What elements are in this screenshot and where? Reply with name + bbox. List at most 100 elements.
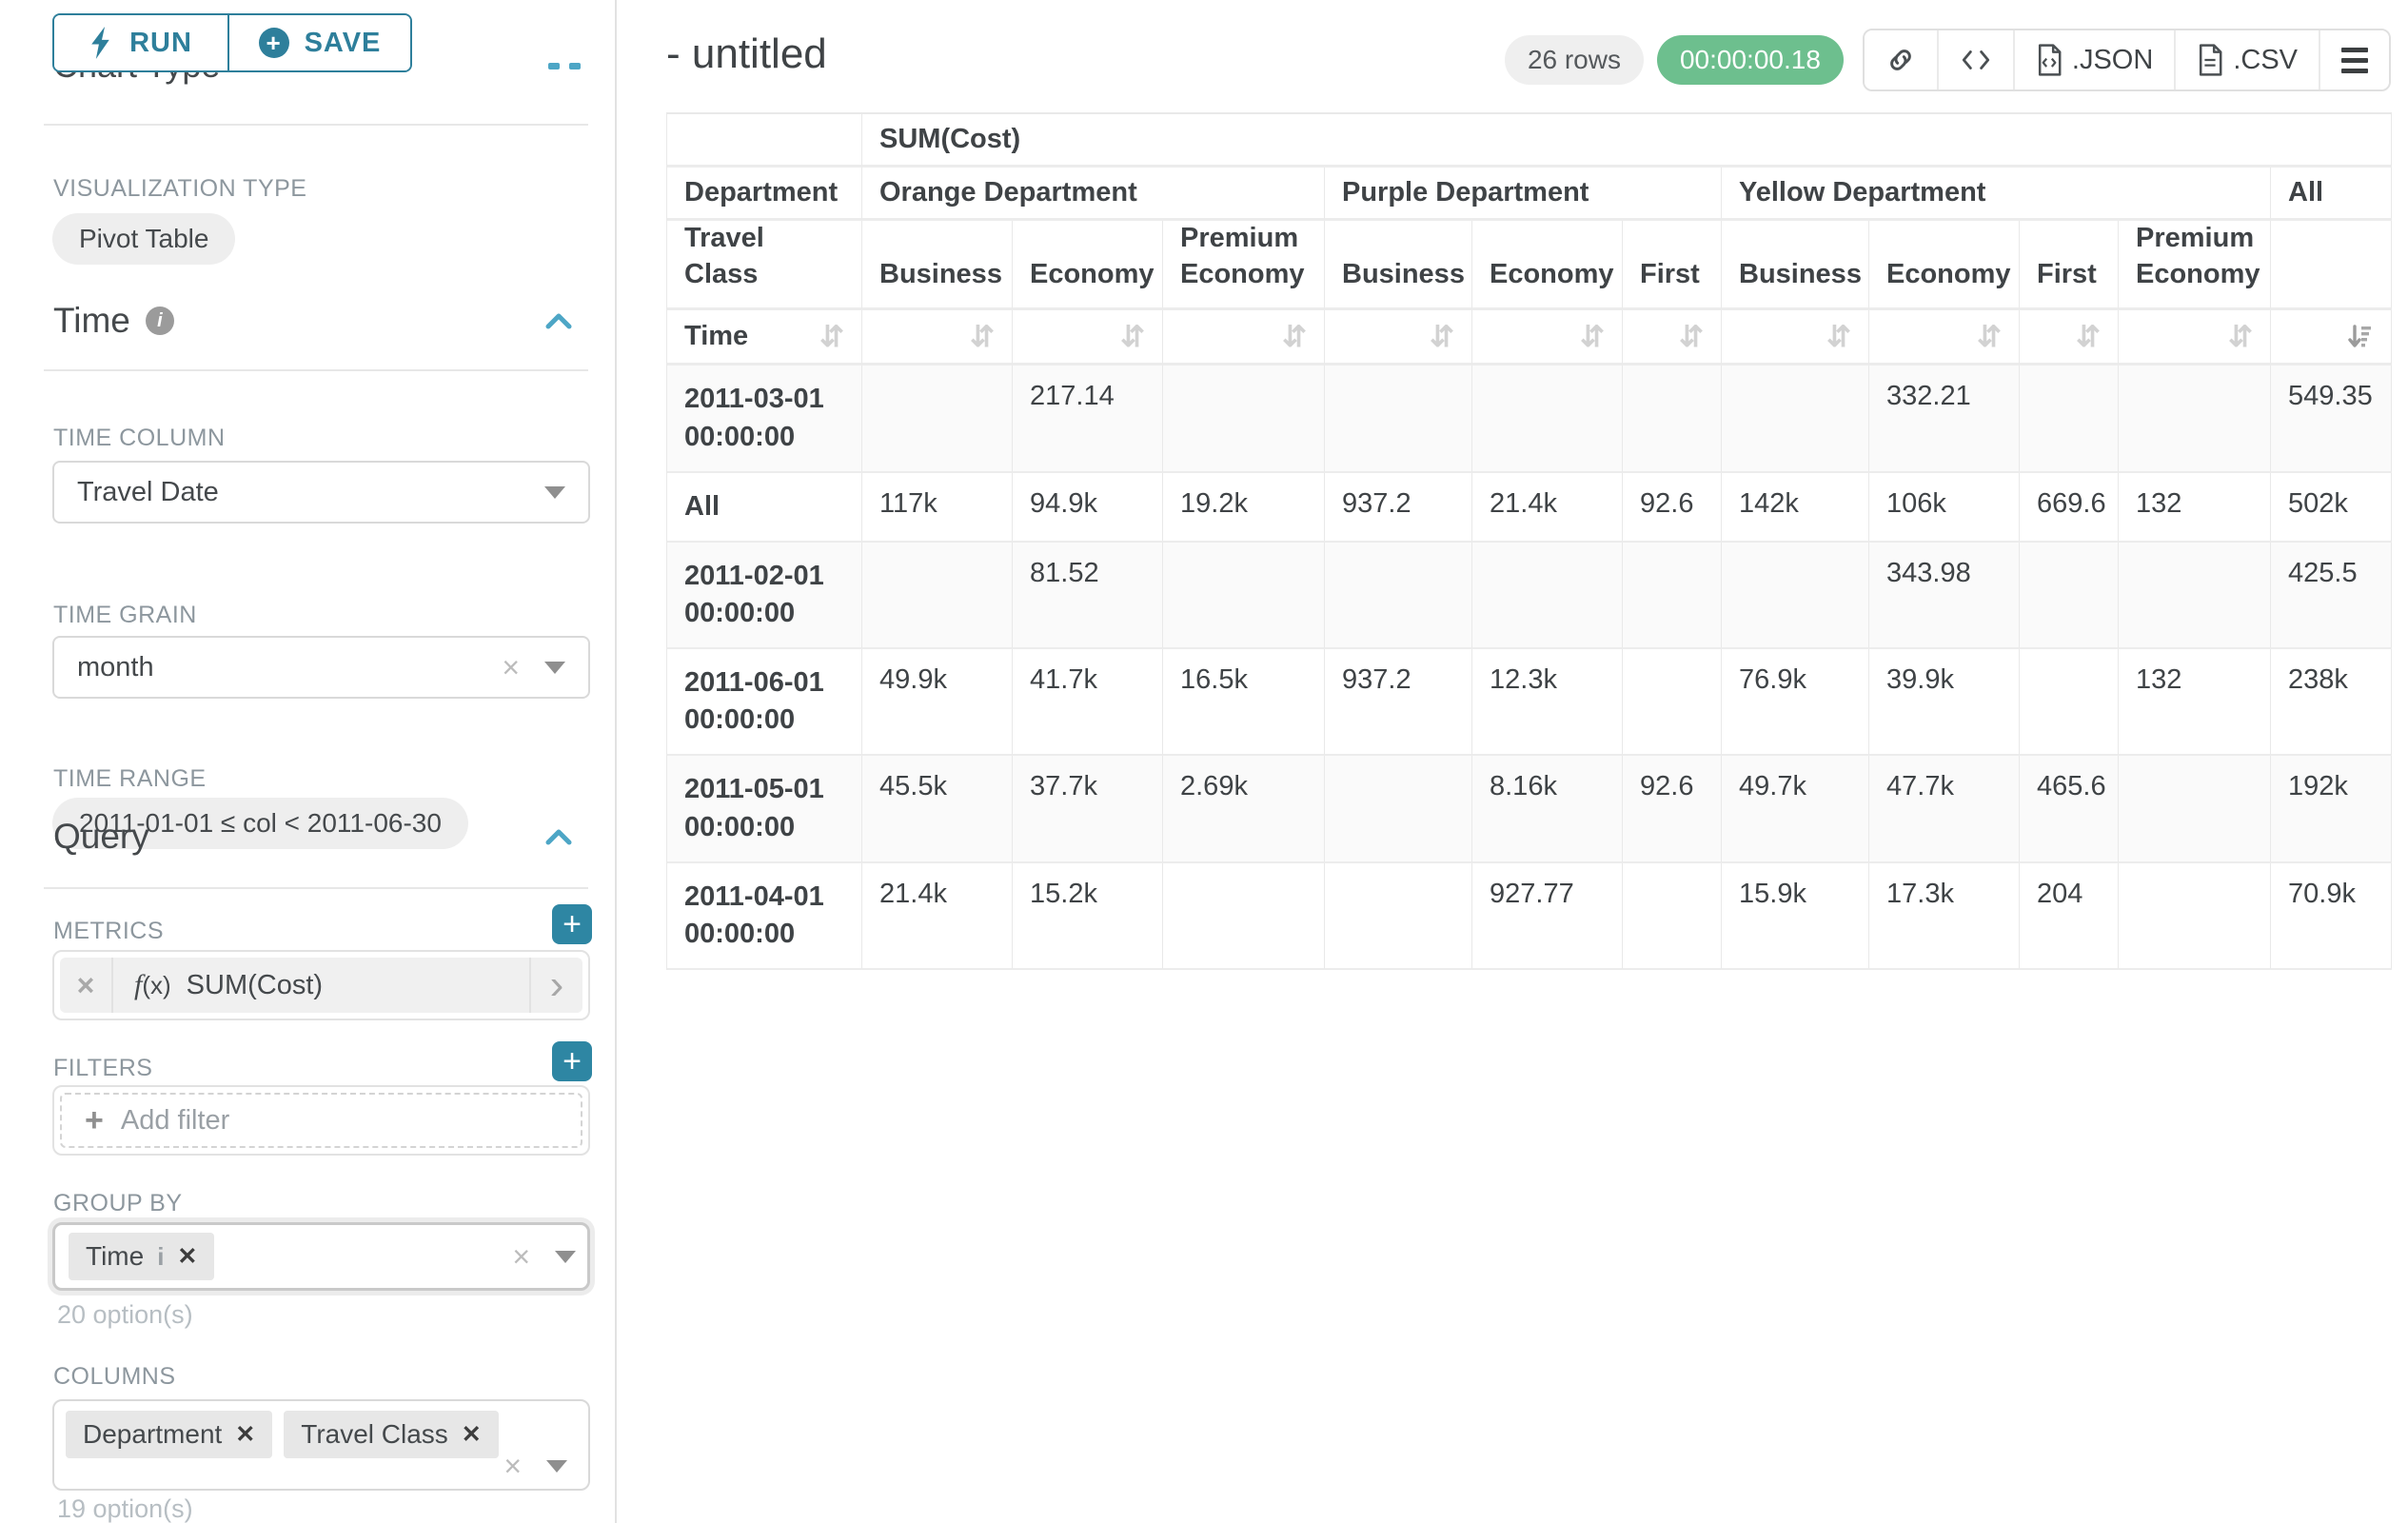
run-button-label: RUN: [129, 27, 192, 58]
pivot-cell: 669.6: [2020, 472, 2119, 543]
pivot-cell: [1163, 366, 1325, 473]
pivot-cell: 132: [2119, 472, 2271, 543]
chevron-up-icon[interactable]: [544, 311, 573, 330]
pivot-class-header: First: [1623, 221, 1722, 311]
time-section-header[interactable]: Time i: [53, 301, 573, 341]
pivot-class-header: Economy: [1013, 221, 1163, 311]
remove-chip-icon[interactable]: ✕: [235, 1421, 256, 1448]
group-by-select[interactable]: Time i ✕ ×: [52, 1222, 590, 1291]
export-csv-button[interactable]: .CSV: [2174, 30, 2319, 89]
pivot-dim-label-department: Department: [667, 168, 862, 221]
clear-icon[interactable]: ×: [502, 650, 520, 684]
chart-title[interactable]: - untitled: [666, 30, 827, 77]
columns-chip[interactable]: Department ✕: [66, 1411, 273, 1458]
time-column-value: Travel Date: [77, 476, 219, 507]
sort-icon: ⇵: [1120, 320, 1145, 354]
chip-label: Travel Class: [301, 1419, 448, 1449]
pivot-cell: [2119, 756, 2271, 863]
embed-code-button[interactable]: [1936, 30, 2013, 89]
pivot-sort-header[interactable]: ⇵: [1623, 310, 1722, 366]
remove-chip-icon[interactable]: ✕: [461, 1421, 482, 1448]
remove-chip-icon[interactable]: ✕: [177, 1243, 198, 1270]
time-grain-select[interactable]: month ×: [52, 636, 590, 699]
file-icon: [2200, 44, 2222, 76]
pivot-row-axis-sort-header[interactable]: Time ⇵: [667, 310, 862, 366]
columns-chip[interactable]: Travel Class ✕: [284, 1411, 499, 1458]
export-json-button[interactable]: .JSON: [2012, 30, 2175, 89]
chip-label: Department: [83, 1419, 223, 1449]
pivot-cell: [1472, 366, 1623, 473]
pivot-data-row: 2011-03-01 00:00:00 217.14 332.21 549.35: [667, 366, 2393, 473]
save-button[interactable]: + SAVE: [229, 15, 410, 70]
chevron-up-icon[interactable]: [544, 827, 573, 846]
pivot-group-header: Purple Department: [1325, 168, 1722, 221]
run-button[interactable]: RUN: [54, 15, 229, 70]
file-code-icon: [2038, 44, 2062, 76]
group-by-label: GROUP BY: [53, 1190, 183, 1216]
pivot-cell: [1163, 542, 1325, 650]
chevron-down-icon[interactable]: [544, 485, 565, 499]
pivot-cell: 49.9k: [862, 649, 1013, 757]
row-count-badge: 26 rows: [1504, 35, 1644, 85]
chevron-down-icon[interactable]: [546, 1459, 567, 1473]
chevron-down-icon[interactable]: [555, 1250, 576, 1263]
pivot-sort-header[interactable]: [2271, 310, 2393, 366]
pivot-sort-header[interactable]: ⇵: [1472, 310, 1623, 366]
pivot-corner-blank: [667, 114, 862, 168]
add-filter-button[interactable]: + Add filter: [60, 1093, 582, 1148]
pivot-class-header: Premium Economy: [2119, 221, 2271, 311]
pivot-cell: 92.6: [1623, 472, 1722, 543]
query-section-header[interactable]: Query: [53, 817, 573, 857]
chart-header: - untitled 26 rows 00:00:00.18 .JSON: [617, 0, 2408, 91]
chip-label: Time: [86, 1241, 145, 1271]
pivot-class-header: Business: [1722, 221, 1869, 311]
pivot-cell: 49.7k: [1722, 756, 1869, 863]
clear-icon[interactable]: ×: [503, 1449, 522, 1483]
pivot-row-label: 2011-04-01 00:00:00: [667, 862, 862, 970]
pivot-sort-header[interactable]: ⇵: [2119, 310, 2271, 366]
menu-button[interactable]: [2319, 30, 2389, 89]
pivot-sort-header[interactable]: ⇵: [1869, 310, 2020, 366]
visualization-type-value[interactable]: Pivot Table: [52, 213, 236, 265]
pivot-cell: 425.5: [2271, 542, 2393, 650]
pivot-sort-header[interactable]: ⇵: [2020, 310, 2119, 366]
pivot-cell: 21.4k: [1472, 472, 1623, 543]
metric-item[interactable]: × f(x) SUM(Cost) ›: [52, 950, 590, 1020]
time-section-title: Time: [53, 301, 130, 340]
pivot-sort-header[interactable]: ⇵: [1722, 310, 1869, 366]
pivot-class-header: Economy: [1869, 221, 2020, 311]
pivot-data-row: 2011-06-01 00:00:00 49.9k 41.7k 16.5k 937.2 1…: [667, 649, 2393, 757]
pivot-cell: 8.16k: [1472, 756, 1623, 863]
clear-icon[interactable]: ×: [512, 1239, 530, 1274]
columns-select[interactable]: Department ✕ Travel Class ✕ ×: [52, 1399, 590, 1491]
pivot-sort-header[interactable]: ⇵: [1163, 310, 1325, 366]
add-filter-label: Add filter: [120, 1104, 230, 1136]
group-by-chip[interactable]: Time i ✕: [69, 1233, 215, 1280]
copy-link-button[interactable]: [1864, 30, 1937, 89]
pivot-sort-header[interactable]: ⇵: [1325, 310, 1472, 366]
sort-icon: ⇵: [819, 320, 844, 354]
link-icon: [1890, 49, 1911, 70]
add-metric-button[interactable]: +: [552, 904, 592, 944]
query-timer-badge: 00:00:00.18: [1656, 35, 1844, 85]
chevron-right-icon[interactable]: ›: [529, 958, 582, 1013]
chevron-down-icon[interactable]: [544, 661, 565, 674]
section-divider: [44, 369, 588, 371]
pivot-class-header: Business: [862, 221, 1013, 311]
pivot-cell: 45.5k: [862, 756, 1013, 863]
time-range-value[interactable]: 2011-01-01 ≤ col < 2011-06-30: [52, 798, 468, 849]
info-icon: i: [157, 1241, 165, 1271]
sort-icon: ⇵: [1282, 320, 1307, 354]
remove-metric-icon[interactable]: ×: [60, 958, 113, 1013]
pivot-sort-header[interactable]: ⇵: [862, 310, 1013, 366]
pivot-cell: [1325, 756, 1472, 863]
pivot-sort-header[interactable]: ⇵: [1013, 310, 1163, 366]
time-column-select[interactable]: Travel Date: [52, 461, 590, 524]
pivot-class-header: Business: [1325, 221, 1472, 311]
chart-header-controls: 26 rows 00:00:00.18 .JSON .CSV: [1504, 25, 2391, 91]
clipped-icon-dot: [569, 63, 581, 69]
sort-icon: ⇵: [1580, 320, 1605, 354]
add-filter-plus-button[interactable]: +: [552, 1041, 592, 1081]
pivot-cell: [1472, 542, 1623, 650]
control-panel: Chart Type RUN + SAVE VISUALIZATION TYPE…: [0, 0, 617, 1523]
